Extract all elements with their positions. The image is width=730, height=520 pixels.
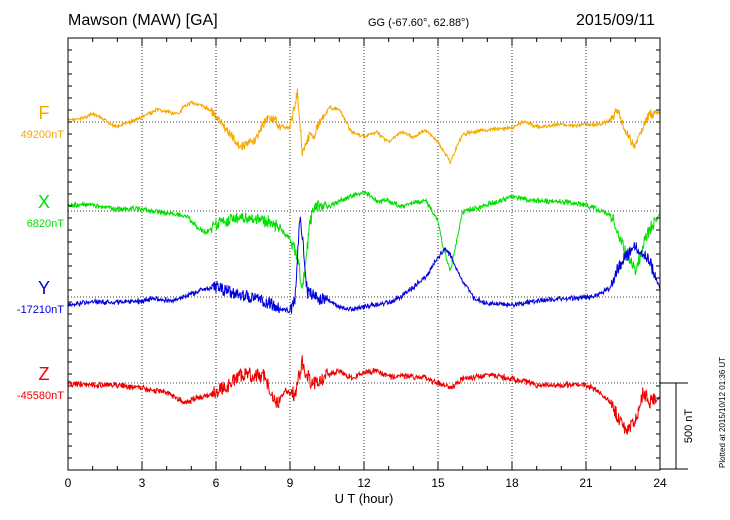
series-name-label: Y xyxy=(38,278,50,298)
series-line-y xyxy=(67,216,661,314)
series-name-label: Z xyxy=(39,364,50,384)
series-line-f xyxy=(67,88,661,165)
series-baseline-label: 6820nT xyxy=(27,218,65,230)
chart-date: 2015/09/11 xyxy=(576,12,655,29)
series-name-label: F xyxy=(39,103,50,123)
x-tick-label: 3 xyxy=(139,476,146,490)
series-line-x xyxy=(67,190,661,289)
series-baseline-label: 49200nT xyxy=(21,129,65,141)
chart-grid xyxy=(68,38,660,470)
x-tick-label: 18 xyxy=(505,476,519,490)
series-baseline-label: -45580nT xyxy=(17,390,64,402)
scale-bar-label: 500 nT xyxy=(683,409,695,444)
x-tick-label: 24 xyxy=(653,476,667,490)
x-axis: 0 3 6 9 12 15 18 21 24 xyxy=(65,37,667,490)
chart-title: Mawson (MAW) [GA] xyxy=(68,12,218,29)
x-tick-label: 21 xyxy=(579,476,593,490)
series-name-label: X xyxy=(38,192,50,212)
x-tick-label: 0 xyxy=(65,476,72,490)
scale-bar: 500 nT xyxy=(660,382,695,470)
series-curves xyxy=(67,88,661,435)
x-tick-label: 15 xyxy=(431,476,445,490)
series-labels: F 49200nT X 6820nT Y -17210nT Z -45580nT xyxy=(17,103,64,402)
x-tick-label: 6 xyxy=(213,476,220,490)
x-axis-label: U T (hour) xyxy=(335,491,394,506)
station-coordinates: GG (-67.60°, 62.88°) xyxy=(368,17,470,29)
x-tick-label: 9 xyxy=(287,476,294,490)
series-baseline-label: -17210nT xyxy=(17,304,64,316)
plotted-timestamp: Plotted at 2015/10/12 01:36 UT xyxy=(718,356,727,468)
series-line-z xyxy=(67,355,661,435)
x-tick-label: 12 xyxy=(357,476,371,490)
